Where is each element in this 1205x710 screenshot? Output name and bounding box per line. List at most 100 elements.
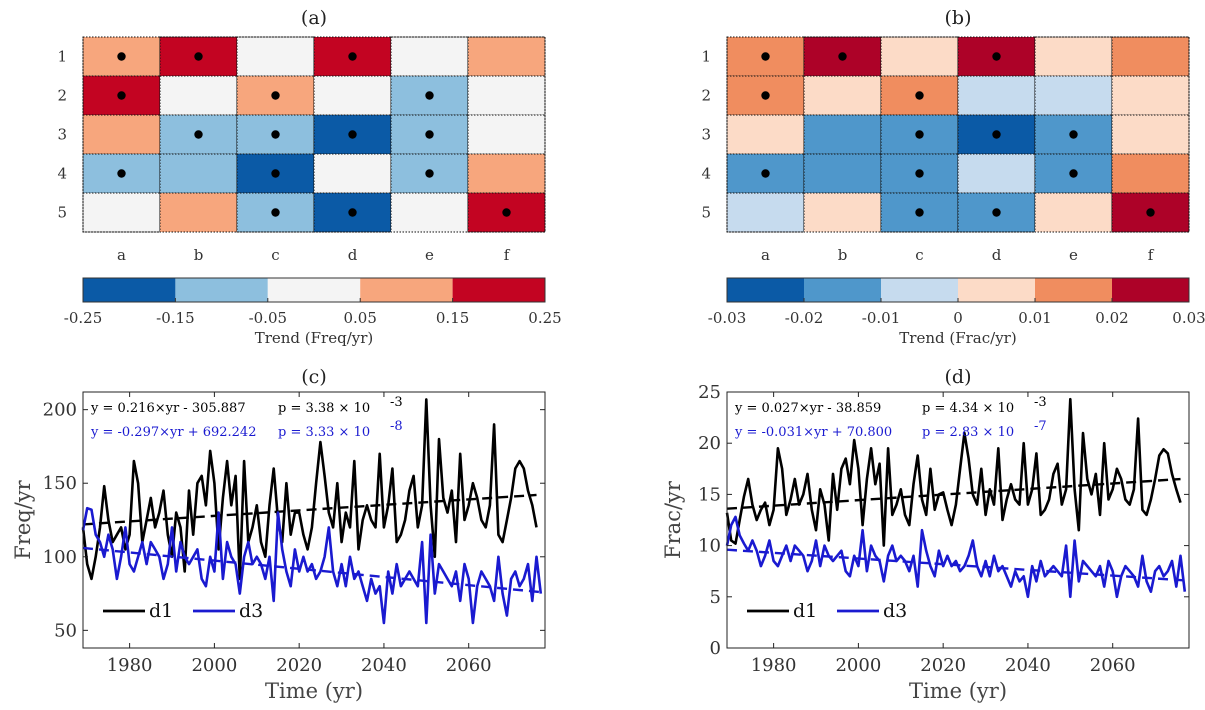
heatmap-cell: [467, 153, 546, 194]
heatmap-cell: [390, 192, 469, 233]
trend-equation-d3: y = -0.031×yr + 70.800: [734, 425, 892, 440]
significance-dot: [838, 52, 847, 61]
colorbar-bin: [1112, 278, 1189, 302]
colorbar-tick-label: 0.02: [1095, 309, 1128, 327]
heatmap-frame: [82, 36, 546, 233]
p-value-d1: p = 4.34 × 10: [922, 401, 1014, 416]
significance-dot: [117, 91, 126, 100]
colorbar-tick-label: -0.03: [708, 309, 746, 327]
heatmap-panel-b: (b) 1 2 3 4 5 a b c d e f -0.03 -0.02 -0.01 0 0.01 0.02 0.…: [701, 7, 1205, 347]
trend-line-d3: [82, 546, 541, 594]
col-tick-label: b: [194, 246, 204, 264]
colorbar-tick-label: 0.03: [1172, 309, 1205, 327]
significance-dot: [502, 208, 511, 217]
significance-dot: [271, 169, 280, 178]
significance-dot: [915, 91, 924, 100]
colorbar-tick-label: 0: [953, 309, 963, 327]
significance-dot: [915, 169, 924, 178]
row-tick-label: 4: [701, 165, 711, 183]
axes-frame: [82, 391, 546, 649]
col-tick-label: d: [992, 246, 1002, 264]
colorbar-tick-label: -0.01: [862, 309, 900, 327]
significance-dot: [915, 130, 924, 139]
row-tick-label: 1: [57, 48, 67, 66]
colorbar-bin: [1035, 278, 1112, 302]
x-tick-label: 2060: [446, 655, 492, 676]
x-tick-label: 1980: [107, 655, 153, 676]
col-tick-label: a: [117, 246, 126, 264]
significance-dot: [271, 208, 280, 217]
significance-dot: [1069, 130, 1078, 139]
p-value-d1: p = 3.38 × 10: [278, 401, 370, 416]
legend-label-d3: d3: [883, 600, 907, 622]
col-tick-label: c: [271, 246, 279, 264]
x-tick-label: 2020: [276, 655, 322, 676]
heatmap-cell: [313, 75, 392, 116]
significance-dot: [271, 91, 280, 100]
significance-dot: [761, 169, 770, 178]
col-tick-label: a: [761, 246, 770, 264]
trend-equation-d3: y = -0.297×yr + 692.242: [90, 425, 256, 440]
x-tick-label: 1980: [751, 655, 797, 676]
significance-dot: [348, 52, 357, 61]
col-tick-label: b: [838, 246, 848, 264]
y-tick-label: 20: [698, 433, 721, 454]
y-tick-label: 150: [43, 473, 77, 494]
significance-dot: [992, 130, 1001, 139]
row-tick-label: 1: [701, 48, 711, 66]
trend-equation-d1: y = 0.216×yr - 305.887: [90, 401, 246, 416]
series-line-d3: [725, 515, 1187, 599]
y-tick-label: 25: [698, 382, 721, 403]
significance-dot: [425, 169, 434, 178]
heatmap-cell: [236, 36, 315, 77]
heatmap-cell: [1034, 36, 1113, 77]
y-tick-label: 100: [43, 547, 77, 568]
colorbar-label: Trend (Freq/yr): [255, 329, 374, 347]
heatmap-cell: [159, 192, 238, 233]
colorbar-tick-label: -0.05: [249, 309, 287, 327]
trend-line-d1: [726, 477, 1181, 510]
row-tick-label: 3: [57, 126, 67, 144]
significance-dot: [915, 208, 924, 217]
heatmap-cell: [957, 75, 1036, 116]
heatmap-cell: [1034, 75, 1113, 116]
significance-dot: [761, 91, 770, 100]
significance-dot: [271, 130, 280, 139]
x-axis-label: Time (yr): [909, 679, 1007, 703]
significance-dot: [425, 130, 434, 139]
significance-dot: [348, 130, 357, 139]
p-value-exponent-d1: -3: [1034, 395, 1047, 410]
x-tick-label: 2040: [361, 655, 407, 676]
row-tick-label: 2: [701, 87, 711, 105]
p-value-d3: p = 3.33 × 10: [278, 425, 370, 440]
colorbar-bin: [452, 278, 545, 302]
heatmap-cell: [803, 192, 882, 233]
colorbar-tick-label: 0.15: [436, 309, 469, 327]
x-tick-label: 2060: [1090, 655, 1136, 676]
trend-line-d1: [82, 493, 537, 526]
significance-dot: [117, 52, 126, 61]
colorbar-tick-label: 0.05: [343, 309, 376, 327]
legend-label-d1: d1: [793, 600, 817, 622]
heatmap-panel-a: (a) 1 2 3 4 5 a b c d e f -0.25 -0.15 -0.05 0.05 0.15 0.2…: [57, 7, 561, 347]
y-tick-label: 200: [43, 400, 77, 421]
heatmap-cell: [390, 36, 469, 77]
x-tick-label: 2040: [1005, 655, 1051, 676]
heatmap-cell: [1111, 75, 1190, 116]
axes-frame: [726, 391, 1190, 649]
y-tick-label: 15: [698, 484, 721, 505]
heatmap-cell: [82, 192, 161, 233]
x-axis-label: Time (yr): [265, 679, 363, 703]
col-tick-label: e: [1069, 246, 1078, 264]
significance-dot: [194, 130, 203, 139]
y-tick-label: 0: [710, 638, 721, 659]
y-tick-label: 50: [54, 620, 77, 641]
significance-dot: [425, 91, 434, 100]
colorbar-bin: [175, 278, 268, 302]
line-panel-c: (c) 1980 2000 2020 2040 2060 50 100 150 200 Time (…: [11, 366, 546, 703]
row-tick-label: 3: [701, 126, 711, 144]
significance-dot: [761, 52, 770, 61]
heatmap-cell: [159, 153, 238, 194]
heatmap-cell: [803, 114, 882, 155]
